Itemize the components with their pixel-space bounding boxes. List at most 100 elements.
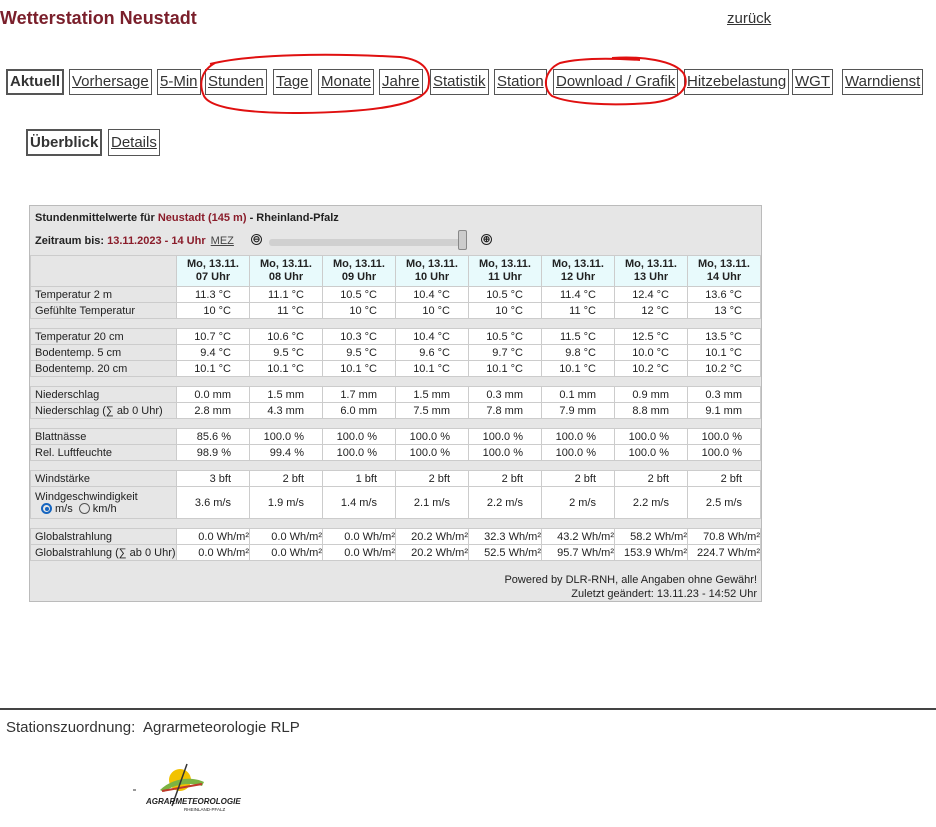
table-cell: 32.3 Wh/m² xyxy=(468,528,542,545)
tab-stunden[interactable]: Stunden xyxy=(205,69,267,95)
subtab-ueberblick[interactable]: Überblick xyxy=(26,129,103,156)
table-cell: 10 °C xyxy=(468,302,542,319)
zoom-out-icon[interactable]: ⊖ xyxy=(251,234,262,245)
table-cell: 2 m/s xyxy=(541,486,615,519)
table-cell: 10.0 °C xyxy=(614,344,688,361)
table-cell: 99.4 % xyxy=(249,444,323,461)
tab-wgt[interactable]: WGT xyxy=(792,69,833,95)
spacer-cell xyxy=(30,418,761,429)
table-cell: 11.4 °C xyxy=(541,286,615,303)
table-cell: 10.5 °C xyxy=(322,286,396,303)
table-cell: 0.0 Wh/m² xyxy=(322,544,396,561)
table-row: Niederschlag 0.0 mm 1.5 mm 1.7 mm 1.5 mm 0.3 … xyxy=(30,386,761,403)
table-cell: 9.5 °C xyxy=(249,344,323,361)
column-header: Mo, 13.11. 09 Uhr xyxy=(322,255,396,287)
tab-download-grafik[interactable]: Download / Grafik xyxy=(553,69,679,95)
column-header: Mo, 13.11. 10 Uhr xyxy=(395,255,469,287)
unit-radio-ms[interactable] xyxy=(41,503,52,515)
tab-station[interactable]: Station xyxy=(494,69,547,95)
unit-radio-kmh[interactable] xyxy=(78,503,90,515)
panel-title: Stundenmittelwerte für Neustadt (145 m) … xyxy=(35,212,339,224)
group-spacer xyxy=(30,376,761,387)
table-cell: 100.0 % xyxy=(687,444,761,461)
table-cell: 95.7 Wh/m² xyxy=(541,544,615,561)
table-cell: 0.0 Wh/m² xyxy=(249,528,323,545)
table-row: Windstärke 3 bft 2 bft 1 bft 2 bft 2 bft 2 bft… xyxy=(30,470,761,487)
table-row: Bodentemp. 20 cm 10.1 °C 10.1 °C 10.1 °C 10.… xyxy=(30,360,761,377)
group-spacer xyxy=(30,418,761,429)
table-cell: 52.5 Wh/m² xyxy=(468,544,542,561)
row-label-text: Niederschlag xyxy=(35,388,100,401)
table-cell: 10.1 °C xyxy=(322,360,396,377)
station-assignment-value: Agrarmeteorologie RLP xyxy=(143,719,300,736)
table-cell: 100.0 % xyxy=(614,428,688,445)
table-cell: 2.2 m/s xyxy=(468,486,542,519)
row-label: Windstärke xyxy=(30,470,177,487)
row-label-text: Temperatur 2 m xyxy=(35,288,113,301)
table-row: Windgeschwindigkeit m/s km/h 3.6 m/s 1.9 m/s… xyxy=(30,486,761,519)
tab-jahre[interactable]: Jahre xyxy=(379,69,423,95)
table-cell: 70.8 Wh/m² xyxy=(687,528,761,545)
table-cell: 100.0 % xyxy=(322,428,396,445)
tab-hitzebelastung[interactable]: Hitzebelastung xyxy=(684,69,790,95)
column-header: Mo, 13.11. 12 Uhr xyxy=(541,255,615,287)
table-cell: 10.2 °C xyxy=(614,360,688,377)
tab-tage[interactable]: Tage xyxy=(273,69,312,95)
tab-warndienst[interactable]: Warndienst xyxy=(842,69,924,95)
table-cell: 10.1 °C xyxy=(687,344,761,361)
table-cell: 20.2 Wh/m² xyxy=(395,544,469,561)
table-cell: 100.0 % xyxy=(395,444,469,461)
tab-statistik[interactable]: Statistik xyxy=(430,69,489,95)
table-cell: 10.5 °C xyxy=(468,286,542,303)
row-label: Niederschlag (∑ ab 0 Uhr) xyxy=(30,402,177,419)
logo-text: AGRARMETEOROLOGIE xyxy=(145,797,241,806)
table-cell: 10.2 °C xyxy=(687,360,761,377)
table-cell: 9.4 °C xyxy=(176,344,250,361)
table-cell: 10.1 °C xyxy=(395,360,469,377)
table-cell: 9.8 °C xyxy=(541,344,615,361)
row-label: Globalstrahlung (∑ ab 0 Uhr) xyxy=(30,544,177,561)
table-cell: 0.3 mm xyxy=(468,386,542,403)
column-date: Mo, 13.11. xyxy=(406,258,458,270)
table-row: Blattnässe 85.6 % 100.0 % 100.0 % 100.0 % 100… xyxy=(30,428,761,445)
table-cell: 100.0 % xyxy=(395,428,469,445)
back-link[interactable]: zurück xyxy=(727,10,772,27)
tab-5-min[interactable]: 5-Min xyxy=(157,69,201,95)
table-cell: 2 bft xyxy=(249,470,323,487)
column-hour: 11 Uhr xyxy=(488,271,522,283)
row-label: Temperatur 2 m xyxy=(30,286,177,303)
zoom-in-icon[interactable]: ⊕ xyxy=(481,234,492,245)
timezone-link[interactable]: MEZ xyxy=(210,235,234,247)
subtab-details[interactable]: Details xyxy=(108,129,160,156)
table-cell: 100.0 % xyxy=(541,428,615,445)
hourly-data-panel: Stundenmittelwerte für Neustadt (145 m) … xyxy=(29,205,762,602)
table-cell: 8.8 mm xyxy=(614,402,688,419)
table-cell: 1 bft xyxy=(322,470,396,487)
tab-monate[interactable]: Monate xyxy=(318,69,375,95)
table-cell: 11 °C xyxy=(249,302,323,319)
table-cell: 9.7 °C xyxy=(468,344,542,361)
table-cell: 10.1 °C xyxy=(249,360,323,377)
row-label-text: Gefühlte Temperatur xyxy=(35,304,136,317)
panel-title-suffix: - Rheinland-Pfalz xyxy=(249,212,339,224)
row-label: Rel. Luftfeuchte xyxy=(30,444,177,461)
station-name: Neustadt (145 m) xyxy=(157,212,247,224)
tab-aktuell[interactable]: Aktuell xyxy=(6,69,65,95)
unit-radio-label: km/h xyxy=(92,502,117,515)
table-cell: 10.4 °C xyxy=(395,328,469,345)
table-cell: 7.9 mm xyxy=(541,402,615,419)
table-cell: 12.5 °C xyxy=(614,328,688,345)
table-cell: 100.0 % xyxy=(541,444,615,461)
table-cell: 11 °C xyxy=(541,302,615,319)
period-slider[interactable] xyxy=(269,239,465,246)
table-cell: 3.6 m/s xyxy=(176,486,250,519)
table-cell: 0.1 mm xyxy=(541,386,615,403)
table-cell: 0.3 mm xyxy=(687,386,761,403)
table-cell: 1.4 m/s xyxy=(322,486,396,519)
table-cell: 9.5 °C xyxy=(322,344,396,361)
slider-handle[interactable] xyxy=(458,230,467,250)
table-cell: 10.1 °C xyxy=(468,360,542,377)
tab-vorhersage[interactable]: Vorhersage xyxy=(69,69,152,95)
row-label-text: Bodentemp. 20 cm xyxy=(35,362,128,375)
table-cell: 1.7 mm xyxy=(322,386,396,403)
